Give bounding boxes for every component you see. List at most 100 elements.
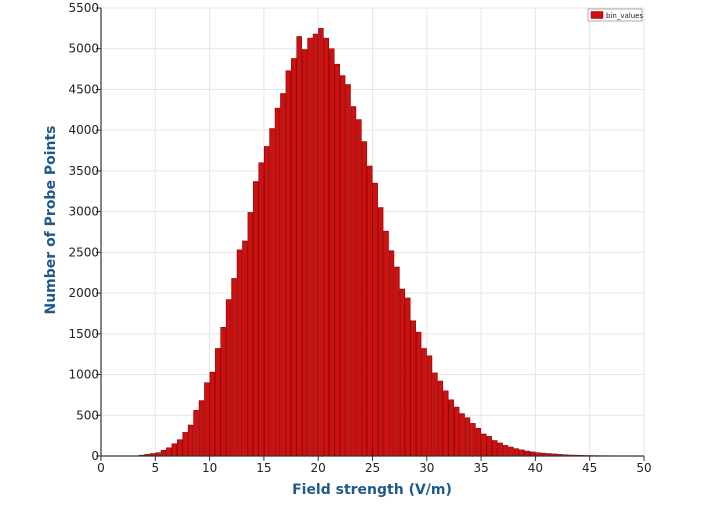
bar <box>334 63 340 457</box>
bar <box>502 445 509 457</box>
bar <box>448 399 454 457</box>
bar <box>166 447 172 457</box>
y-tick-label: 2000 <box>68 286 99 300</box>
y-tick-label: 1500 <box>68 327 99 341</box>
y-tick-label: 4000 <box>68 123 99 137</box>
bar <box>443 390 449 457</box>
y-tick-label: 500 <box>76 408 99 422</box>
x-tick-label: 5 <box>151 461 159 475</box>
bar <box>470 423 476 457</box>
bar <box>231 278 237 457</box>
bar <box>383 230 389 457</box>
x-tick-label: 20 <box>311 461 326 475</box>
bar <box>247 212 254 457</box>
x-tick-label: 0 <box>97 461 105 475</box>
y-tick-label: 1000 <box>68 368 99 382</box>
bar <box>486 436 492 457</box>
legend-swatch <box>590 11 604 19</box>
bar <box>508 446 514 457</box>
y-tick-labels: 0 500 1000 1500 2000 2500 3000 3500 4000 4500 5000… <box>68 1 101 463</box>
bar <box>475 428 482 457</box>
y-tick-label: 2500 <box>68 245 99 259</box>
bars <box>139 28 644 457</box>
bar <box>519 449 525 457</box>
bar <box>437 380 444 457</box>
bar <box>253 181 259 457</box>
y-tick-label: 4500 <box>68 82 99 96</box>
bar <box>339 75 346 457</box>
bar <box>274 107 281 457</box>
bar <box>220 327 226 457</box>
bar <box>399 288 406 457</box>
bar <box>269 128 275 457</box>
bar <box>236 249 243 457</box>
bar <box>193 410 199 457</box>
bar <box>301 49 308 457</box>
bar <box>361 141 368 457</box>
bar <box>242 240 248 457</box>
bar <box>160 449 167 457</box>
bar <box>296 36 302 457</box>
x-tick-label: 50 <box>636 461 651 475</box>
x-tick-label: 15 <box>256 461 271 475</box>
bar <box>187 424 194 457</box>
y-axis-title: Number of Probe Points <box>43 126 59 315</box>
bar <box>285 70 292 457</box>
bar <box>209 371 216 457</box>
bar <box>215 348 221 457</box>
x-tick-label: 30 <box>419 461 434 475</box>
bar <box>377 207 384 457</box>
bar <box>329 48 335 457</box>
y-tick-label: 0 <box>91 449 99 463</box>
y-tick-label: 5000 <box>68 42 99 56</box>
bar <box>171 443 178 457</box>
bar <box>258 162 264 457</box>
y-tick-label: 3500 <box>68 164 99 178</box>
bar <box>263 146 270 457</box>
bar <box>421 348 427 457</box>
bar <box>415 331 422 457</box>
bar <box>459 413 465 457</box>
bar <box>280 93 286 457</box>
bar <box>405 297 411 457</box>
bar <box>426 355 433 457</box>
bar <box>225 299 232 457</box>
bar <box>464 417 471 457</box>
x-tick-label: 45 <box>582 461 597 475</box>
y-tick-label: 5500 <box>68 1 99 15</box>
x-tick-labels: 0 5 10 15 20 25 30 35 40 45 50 <box>97 456 652 475</box>
bar <box>453 406 460 457</box>
bar <box>388 250 395 457</box>
bar <box>524 450 530 457</box>
legend-label: bin_values <box>606 12 643 20</box>
bar <box>481 433 487 457</box>
bar <box>372 182 378 457</box>
bar <box>497 442 503 457</box>
bar <box>307 37 313 457</box>
x-tick-label: 40 <box>528 461 543 475</box>
y-tick-label: 3000 <box>68 205 99 219</box>
bar <box>291 58 297 457</box>
legend: bin_values <box>587 8 643 22</box>
bar <box>491 440 498 457</box>
bar <box>182 432 188 457</box>
bar <box>410 320 416 457</box>
bar <box>318 28 324 457</box>
bar <box>513 448 520 457</box>
bar <box>432 372 438 457</box>
bar <box>529 451 536 457</box>
x-axis-title: Field strength (V/m) <box>292 482 452 498</box>
bar <box>356 119 362 457</box>
bar <box>312 33 319 457</box>
bar <box>204 382 210 457</box>
bar <box>345 84 351 457</box>
x-tick-label: 35 <box>473 461 488 475</box>
bar <box>177 439 183 457</box>
bar <box>323 37 330 457</box>
bar <box>350 106 357 457</box>
x-tick-label: 10 <box>202 461 217 475</box>
bar <box>198 400 205 457</box>
bar <box>394 266 400 457</box>
x-tick-label: 25 <box>365 461 380 475</box>
